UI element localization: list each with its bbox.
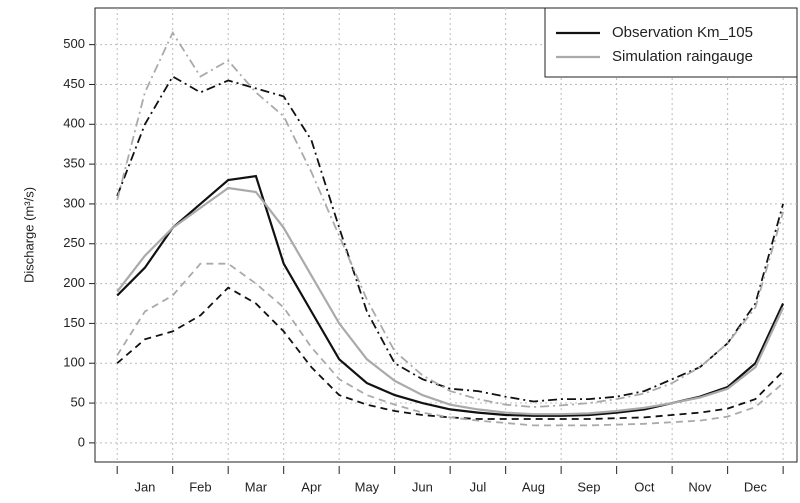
x-tick-label: Aug [522, 479, 545, 494]
legend-box [544, 7, 798, 78]
y-axis-label: Discharge (m³/s) [21, 187, 36, 283]
y-tick-label: 500 [63, 36, 85, 51]
y-tick-label: 50 [71, 394, 85, 409]
x-tick-label: Oct [634, 479, 655, 494]
y-tick-label: 350 [63, 156, 85, 171]
plot-frame [94, 7, 798, 463]
x-tick-label: Jan [134, 479, 155, 494]
series-line [116, 262, 784, 427]
y-tick-label: 150 [63, 315, 85, 330]
series-line [116, 186, 785, 416]
x-tick-label: Feb [189, 479, 211, 494]
y-tick-label: 450 [63, 76, 85, 91]
x-tick-label: Apr [301, 479, 322, 494]
series-line [116, 30, 784, 408]
x-tick-label: Jul [470, 479, 487, 494]
y-tick-label: 400 [63, 116, 85, 131]
series-line [116, 286, 784, 420]
y-tick-label: 300 [63, 195, 85, 210]
x-tick-label: Jun [412, 479, 433, 494]
x-tick-label: May [355, 479, 380, 494]
x-tick-label: Mar [245, 479, 268, 494]
x-tick-label: Dec [744, 479, 768, 494]
x-tick-label: Nov [688, 479, 712, 494]
series-line [116, 75, 784, 403]
y-tick-label: 250 [63, 235, 85, 250]
y-tick-label: 200 [63, 275, 85, 290]
y-tick-label: 0 [78, 434, 85, 449]
legend-label: Observation Km_105 [612, 24, 753, 41]
y-tick-label: 100 [63, 355, 85, 370]
legend-label: Simulation raingauge [612, 48, 753, 65]
legend: Observation Km_105 Simulation raingauge [544, 7, 798, 78]
x-tick-label: Sep [577, 479, 600, 494]
